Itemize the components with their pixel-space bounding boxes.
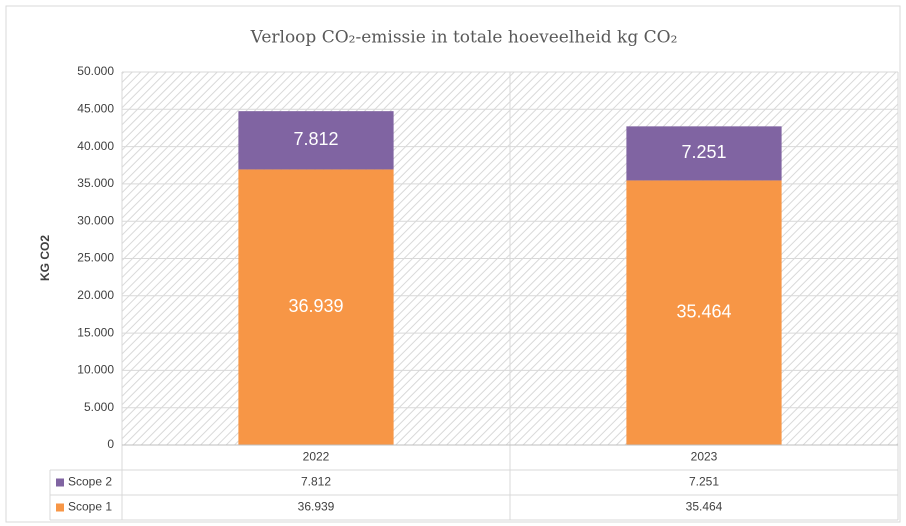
bar-segment	[626, 180, 782, 446]
chart-title: Verloop CO₂-emissie in totale hoeveelhei…	[250, 28, 678, 48]
y-tick-label: 20.000	[77, 288, 114, 302]
data-label: 35.464	[676, 301, 731, 321]
y-axis-label: KG CO2	[38, 235, 52, 281]
legend-swatch	[56, 478, 64, 487]
y-tick-label: 50.000	[77, 64, 114, 78]
x-tick-label: 2022	[303, 450, 330, 464]
table-cell: 36.939	[298, 500, 335, 514]
data-label: 7.812	[293, 129, 338, 149]
data-label: 7.251	[681, 142, 726, 162]
y-tick-label: 10.000	[77, 363, 114, 377]
y-tick-label: 5.000	[84, 400, 114, 414]
bar-segment	[238, 111, 394, 170]
y-tick-label: 0	[107, 437, 114, 451]
bar-segment	[238, 169, 394, 445]
y-tick-label: 15.000	[77, 325, 114, 339]
table-cell: 7.812	[301, 475, 331, 489]
y-tick-label: 25.000	[77, 251, 114, 265]
legend-label: Scope 1	[68, 500, 112, 514]
x-tick-label: 2023	[691, 450, 718, 464]
y-tick-label: 45.000	[77, 101, 114, 115]
legend-swatch	[56, 503, 64, 512]
y-tick-label: 35.000	[77, 176, 114, 190]
legend-label: Scope 2	[68, 475, 112, 489]
y-tick-label: 30.000	[77, 213, 114, 227]
table-cell: 35.464	[686, 500, 723, 514]
y-tick-label: 40.000	[77, 139, 114, 153]
table-cell: 7.251	[689, 475, 719, 489]
bar-segment	[626, 126, 782, 181]
data-label: 36.939	[288, 296, 343, 316]
